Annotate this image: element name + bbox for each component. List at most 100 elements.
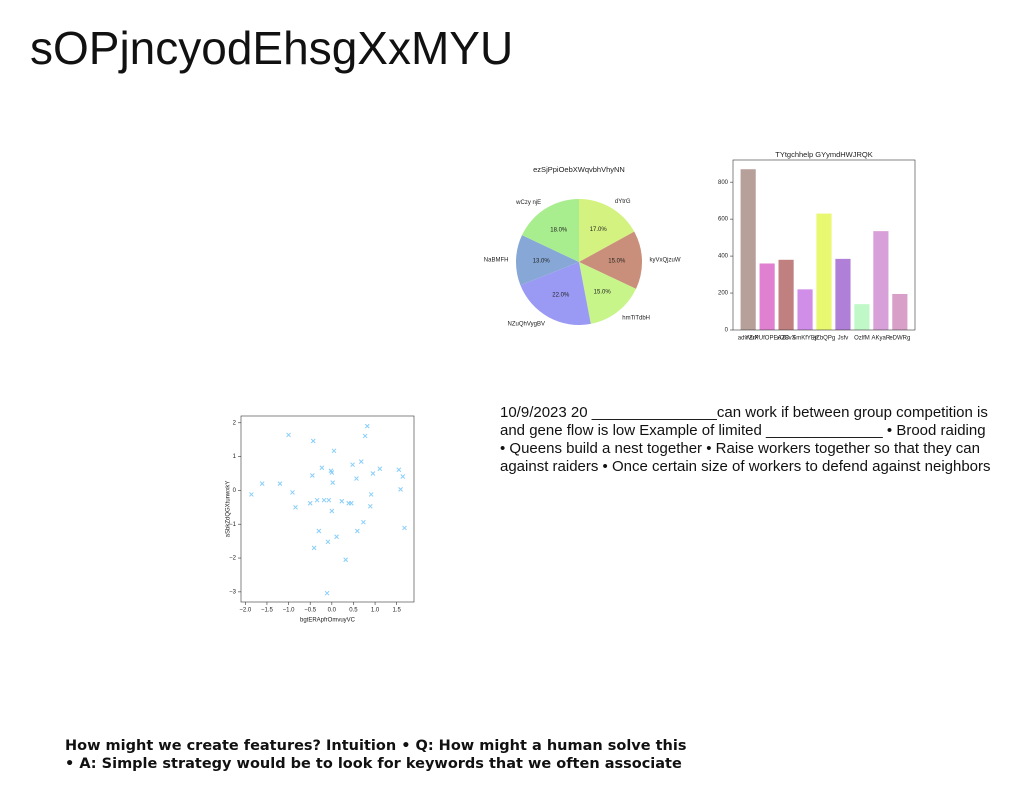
scatter-point	[348, 500, 354, 506]
footer-line: • A: Simple strategy would be to look fo…	[65, 756, 682, 772]
pie-slice	[516, 235, 579, 286]
scatter-point	[354, 528, 360, 534]
plot-frame	[732, 159, 916, 331]
y-tick-label: 0	[233, 488, 237, 494]
scatter-point	[334, 534, 339, 540]
slice-label: dYtrG	[615, 199, 631, 205]
scatter-point	[314, 497, 320, 503]
scatter-point	[362, 433, 368, 439]
bar	[816, 213, 832, 330]
slice-value: 15.0%	[608, 258, 626, 264]
scatter-point	[343, 557, 349, 563]
scatter-point	[331, 448, 337, 454]
pie-slice	[520, 262, 591, 325]
x-tick-label: Jsfv	[838, 336, 849, 342]
slice-value: 17.0%	[590, 227, 608, 233]
scatter-point	[354, 476, 359, 481]
bar	[892, 293, 908, 330]
x-tick-label: xOCvX	[777, 336, 796, 342]
scatter-point	[364, 423, 370, 429]
y-tick-label: 200	[718, 291, 729, 297]
scatter-point	[400, 474, 406, 479]
y-tick-label: −1	[229, 522, 237, 528]
y-tick-label: 1	[233, 454, 237, 460]
scatter-point	[310, 473, 315, 478]
body-line: and gene flow is low Example of limited …	[500, 422, 986, 439]
x-tick-label: eDWRg	[889, 336, 910, 342]
scatter-point	[367, 503, 373, 509]
y-tick-label: −2	[229, 556, 237, 562]
scatter-point	[324, 590, 330, 596]
scatter-point	[358, 459, 364, 465]
x-tick-label: −1.0	[283, 608, 296, 614]
y-tick-label: −3	[229, 589, 237, 595]
scatter-point	[377, 466, 383, 472]
scatter-point	[361, 519, 366, 525]
scatter-point	[329, 508, 335, 514]
scatter-point	[396, 467, 402, 473]
bar	[797, 289, 813, 330]
slice-value: 15.0%	[594, 289, 612, 295]
bar	[778, 259, 794, 330]
scatter-point	[316, 528, 322, 534]
pie-slice	[521, 199, 579, 262]
scatter-point	[293, 504, 298, 510]
chart-title: ezSjPpiOebXWqvbhVhyNN	[533, 165, 625, 174]
slice-label: kyVxQjzuW	[650, 257, 681, 263]
bar	[759, 263, 775, 330]
bar	[873, 231, 889, 330]
scatter-point	[339, 498, 345, 504]
x-tick-label: advVuX	[738, 336, 759, 342]
scatter-point	[319, 465, 325, 471]
x-tick-label: −0.5	[304, 608, 317, 614]
scatter-point	[310, 438, 316, 444]
pie-slice	[579, 231, 642, 289]
scatter-point	[307, 500, 313, 506]
slice-value: 13.0%	[533, 258, 551, 264]
body-line: 10/9/2023 20 _______________can work if …	[500, 404, 988, 421]
x-axis-label: bgtERApfrOmvuyVC	[300, 618, 356, 624]
y-tick-label: 600	[718, 217, 729, 223]
scatter-point	[286, 432, 291, 438]
y-tick-label: 400	[718, 254, 729, 260]
slice-label: hmTiTdbH	[622, 315, 650, 321]
scatter-point	[326, 497, 332, 503]
pie-slice	[579, 199, 635, 262]
x-tick-label: −1.5	[261, 608, 274, 614]
scatter-point	[249, 492, 254, 497]
slide-title: sOPjncyodEhsgXxMYU	[30, 22, 513, 74]
plot-frame	[240, 415, 415, 603]
scatter-point	[259, 481, 265, 486]
x-tick-label: AKyaR	[872, 336, 891, 342]
x-tick-label: 0.0	[328, 608, 337, 614]
x-tick-label: 1.5	[393, 608, 402, 614]
slice-label: wCzy njE	[515, 200, 541, 206]
bar	[740, 169, 756, 330]
scatter-point	[402, 525, 407, 531]
scatter-point	[325, 539, 331, 545]
scatter-point	[398, 487, 403, 492]
slice-label: NaBMFH	[484, 257, 509, 263]
slice-value: 22.0%	[552, 293, 570, 299]
x-tick-label: YZrPUfOPEAZB	[745, 336, 789, 342]
x-tick-label: −2.0	[239, 608, 252, 614]
y-tick-label: 0	[725, 328, 729, 334]
body-text: 10/9/2023 20 _______________can work if …	[500, 404, 991, 475]
scatter-point	[277, 481, 283, 486]
x-tick-label: 1.0	[371, 608, 380, 614]
chart-title: TYtgchhelp GYymdHWJRQK	[775, 150, 873, 159]
scatter-point	[321, 497, 327, 503]
y-axis-label: aSbkZdQGXtunwxkY	[226, 481, 232, 538]
scatter-point	[370, 471, 376, 476]
scatter-point	[368, 492, 374, 497]
scatter-point	[329, 470, 335, 475]
x-tick-label: OzlfM	[854, 336, 870, 342]
slice-label: NZuQhVygBV	[508, 321, 545, 327]
body-line: against raiders • Once certain size of w…	[500, 458, 991, 475]
slice-value: 18.0%	[550, 228, 568, 234]
pie-slice	[579, 262, 637, 324]
y-tick-label: 2	[233, 420, 237, 426]
scatter-point	[290, 490, 295, 495]
